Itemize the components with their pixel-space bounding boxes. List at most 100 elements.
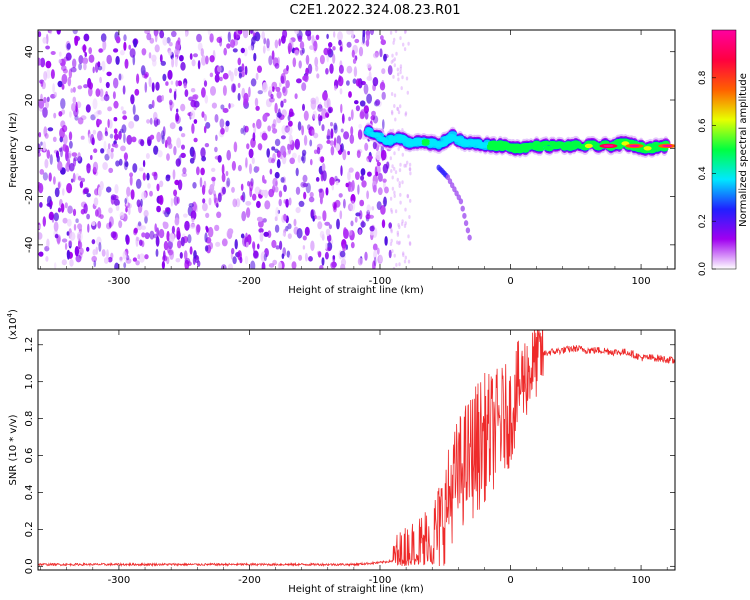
ridge-peak-mark — [584, 143, 593, 149]
noise-speckle — [210, 86, 216, 96]
noise-speckle — [170, 197, 174, 207]
noise-speckle — [360, 221, 366, 228]
noise-speckle — [294, 30, 300, 35]
noise-speckle — [144, 254, 149, 260]
noise-speckle — [222, 108, 229, 113]
noise-speckle — [178, 126, 183, 132]
noise-speckle — [340, 143, 344, 153]
noise-speckle — [42, 172, 49, 181]
noise-speckle — [359, 100, 366, 107]
noise-speckle — [370, 115, 376, 121]
noise-speckle — [230, 39, 236, 48]
x-tick-label: -200 — [238, 575, 261, 586]
y-tick-label: 0.4 — [24, 485, 35, 501]
noise-speckle — [181, 144, 185, 150]
noise-speckle — [288, 197, 292, 206]
noise-speckle — [156, 118, 161, 126]
noise-speckle — [174, 217, 180, 226]
noise-speckle — [384, 186, 389, 194]
noise-speckle — [389, 196, 393, 201]
noise-speckle — [286, 125, 293, 135]
noise-speckle — [268, 263, 275, 268]
noise-speckle — [274, 186, 279, 193]
spectrogram-x-label: Height of straight line (km) — [288, 285, 424, 296]
noise-speckle — [296, 228, 303, 239]
noise-speckle — [405, 76, 409, 81]
ridge-peak-mark — [643, 146, 652, 151]
noise-speckle — [93, 111, 99, 118]
noise-speckle — [372, 141, 377, 150]
noise-speckle — [177, 80, 183, 87]
noise-speckle — [382, 178, 387, 183]
noise-speckle — [128, 44, 131, 50]
noise-speckle — [177, 37, 181, 45]
noise-speckle — [228, 103, 231, 109]
noise-speckle — [52, 136, 57, 142]
noise-speckle — [398, 168, 402, 173]
noise-speckle — [119, 256, 123, 261]
noise-speckle — [159, 54, 163, 63]
noise-speckle — [107, 143, 111, 150]
y-tick-label: -20 — [24, 188, 35, 204]
noise-speckle — [393, 194, 396, 198]
noise-speckle — [145, 153, 150, 159]
noise-speckle — [255, 72, 259, 81]
noise-speckle — [276, 112, 282, 118]
noise-speckle — [92, 129, 97, 135]
noise-speckle — [393, 104, 396, 108]
noise-speckle — [153, 145, 159, 155]
noise-speckle — [343, 198, 346, 209]
noise-speckle — [128, 206, 131, 216]
noise-speckle — [287, 145, 292, 155]
ridge-peak-mark — [603, 144, 614, 148]
noise-speckle — [225, 180, 230, 188]
noise-speckle — [144, 81, 148, 93]
noise-speckle — [337, 31, 343, 41]
noise-speckle — [214, 224, 220, 232]
noise-speckle — [71, 102, 76, 112]
noise-speckle — [295, 167, 299, 177]
noise-speckle — [204, 245, 209, 252]
noise-speckle — [355, 105, 360, 112]
noise-speckle — [38, 98, 45, 109]
noise-speckle — [350, 126, 354, 136]
colorbar-tick-label: 0.4 — [698, 166, 708, 181]
noise-speckle — [347, 171, 351, 181]
noise-speckle — [202, 202, 208, 212]
noise-speckle — [214, 114, 219, 123]
noise-speckle — [248, 181, 254, 192]
noise-speckle — [283, 98, 287, 103]
noise-speckle — [211, 176, 216, 182]
noise-speckle — [311, 129, 315, 136]
noise-speckle — [64, 202, 68, 209]
noise-speckle — [351, 49, 355, 58]
noise-speckle — [48, 214, 53, 220]
noise-speckle — [308, 255, 313, 262]
noise-speckle — [373, 249, 377, 260]
noise-speckle — [300, 181, 307, 188]
noise-speckle — [38, 251, 44, 257]
noise-speckle — [406, 160, 409, 165]
noise-speckle — [156, 131, 162, 143]
noise-speckle — [220, 104, 225, 110]
noise-speckle — [257, 90, 263, 95]
noise-speckle — [283, 184, 287, 192]
noise-speckle — [232, 198, 238, 208]
ridge-peak-mark — [558, 143, 567, 149]
ridge-peak-mark — [500, 143, 508, 149]
noise-speckle — [322, 91, 328, 101]
noise-speckle — [333, 137, 337, 148]
noise-speckle — [46, 238, 50, 249]
noise-speckle — [303, 191, 307, 200]
noise-speckle — [268, 55, 273, 66]
noise-speckle — [245, 241, 249, 248]
noise-speckle — [108, 221, 112, 228]
noise-speckle — [106, 249, 109, 259]
noise-speckle — [394, 209, 398, 214]
noise-speckle — [271, 123, 276, 130]
noise-speckle — [395, 262, 398, 267]
noise-speckle — [162, 221, 169, 230]
noise-speckle — [53, 91, 57, 98]
x-tick-label: 100 — [632, 276, 651, 287]
noise-speckle — [130, 189, 135, 200]
